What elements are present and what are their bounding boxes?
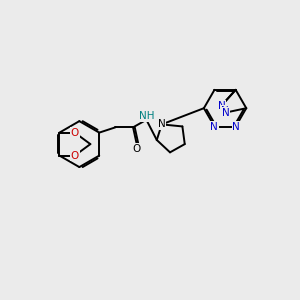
Text: N: N [221, 106, 229, 116]
Text: NH: NH [139, 111, 154, 121]
Text: O: O [70, 151, 79, 160]
Text: N: N [222, 108, 230, 118]
Text: O: O [133, 144, 141, 154]
Text: N: N [210, 122, 218, 132]
Text: O: O [70, 128, 79, 138]
Text: N: N [218, 100, 225, 111]
Text: N: N [158, 119, 166, 129]
Text: N: N [232, 122, 240, 132]
